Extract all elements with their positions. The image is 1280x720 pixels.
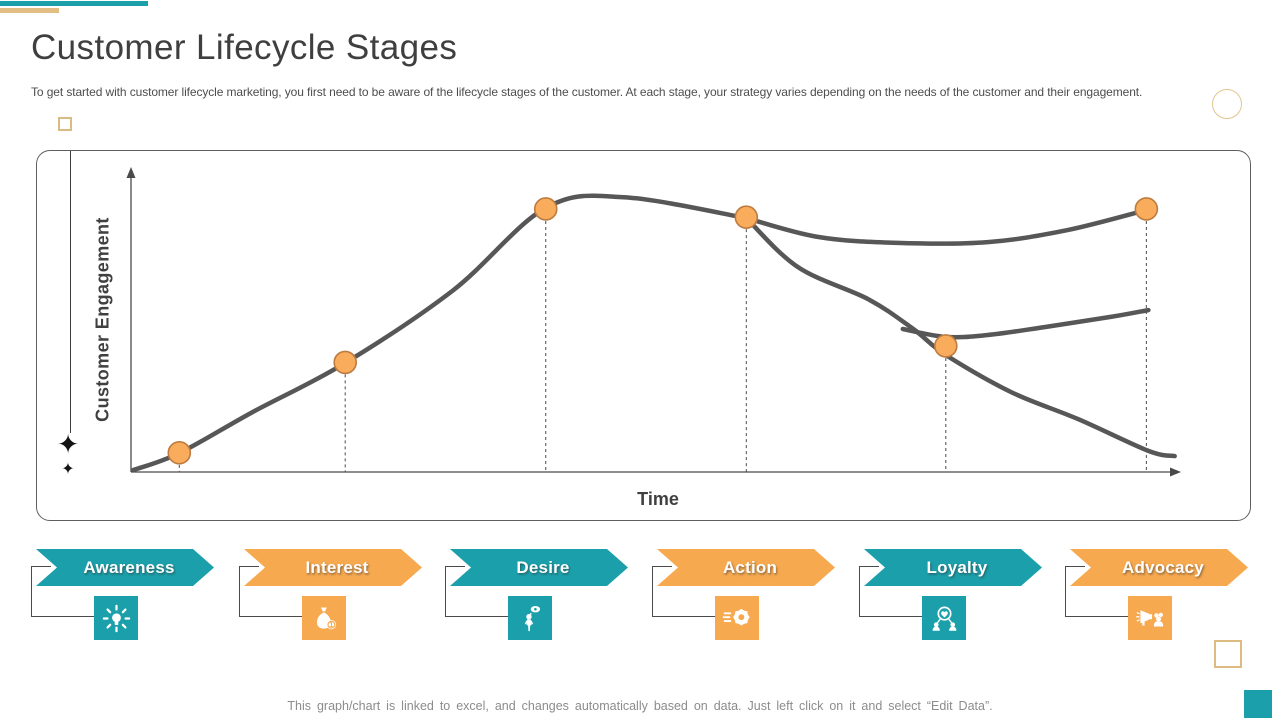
subtitle-text: To get started with customer lifecycle m… <box>31 85 1143 99</box>
stage-banner-label: Advocacy <box>1122 557 1204 577</box>
curve-advocacy-branch-high <box>744 207 1149 246</box>
stage-banner-label: Awareness <box>83 557 175 577</box>
stage-connector <box>31 566 94 617</box>
stage-connector <box>239 566 302 617</box>
stage-banner-interest[interactable]: Interest <box>244 549 422 586</box>
stage-point-interest <box>333 350 358 375</box>
stage-connector-stub <box>239 566 259 567</box>
decor-corner-square-teal <box>1244 690 1272 718</box>
stage-connector-stub <box>1065 566 1085 567</box>
megaphone-icon[interactable] <box>1128 596 1172 640</box>
stage-banner-desire[interactable]: Desire <box>450 549 628 586</box>
stage-point-awareness <box>167 441 192 465</box>
stage-banner-loyalty[interactable]: Loyalty <box>864 549 1042 586</box>
page-title: Customer Lifecycle Stages <box>31 28 458 67</box>
engagement-chart[interactable] <box>36 150 1251 521</box>
people-heart-icon[interactable] <box>922 596 966 640</box>
stage-banner-action[interactable]: Action <box>657 549 835 586</box>
curve-retention-branch-mid <box>900 307 1151 340</box>
stage-point-advocacy <box>1134 197 1159 221</box>
stage-banner-label: Action <box>722 557 778 577</box>
curve-engagement-rise <box>130 193 749 473</box>
stage-connector <box>859 566 922 617</box>
x-axis-arrow <box>1170 467 1181 477</box>
decor-outline-circle-top-right <box>1212 89 1242 119</box>
stage-point-loyalty <box>933 334 958 358</box>
stage-banner-label: Desire <box>516 557 570 577</box>
decor-vertical-line <box>70 151 71 433</box>
money-bag-icon[interactable]: 1 <box>302 596 346 640</box>
stage-connector <box>1065 566 1128 617</box>
stage-connector-stub <box>445 566 465 567</box>
person-thought-icon[interactable] <box>508 596 552 640</box>
engagement-curve-svg <box>126 167 1181 477</box>
footer-note: This graph/chart is linked to excel, and… <box>287 699 993 713</box>
top-accent-bar-teal <box>0 1 148 6</box>
decor-outline-square-bottom-right <box>1214 640 1242 668</box>
top-accent-bar-tan <box>0 8 59 13</box>
decor-outline-square-top-left <box>58 117 72 131</box>
stage-banner-awareness[interactable]: Awareness <box>36 549 214 586</box>
stage-point-action <box>734 205 759 229</box>
x-axis-label: Time <box>637 489 679 509</box>
stage-point-desire <box>533 197 558 221</box>
stage-banner-label: Interest <box>305 557 369 577</box>
stage-connector <box>652 566 715 617</box>
y-axis-label: Customer Engagement <box>92 217 113 422</box>
sparkle-icon: ✦ <box>61 461 75 478</box>
bulb-rays-icon[interactable] <box>94 596 138 640</box>
sparkle-icon: ✦ <box>56 429 80 460</box>
stage-connector <box>445 566 508 617</box>
gear-icon[interactable] <box>715 596 759 640</box>
stage-connector-stub <box>652 566 672 567</box>
stage-connector-stub <box>31 566 51 567</box>
stage-banner-label: Loyalty <box>926 557 988 577</box>
stage-banner-advocacy[interactable]: Advocacy <box>1070 549 1248 586</box>
svg-text:1: 1 <box>329 621 333 629</box>
y-axis-arrow <box>126 167 136 178</box>
stage-connector-stub <box>859 566 879 567</box>
